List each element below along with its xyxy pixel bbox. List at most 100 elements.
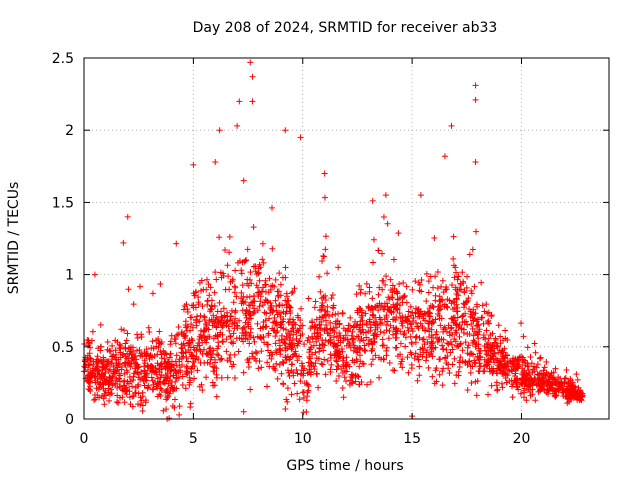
data-point <box>380 214 387 221</box>
data-point <box>186 379 193 386</box>
data-point <box>312 349 319 356</box>
data-point <box>228 339 235 346</box>
data-point <box>250 263 257 270</box>
data-point <box>148 374 155 381</box>
data-point <box>228 307 235 314</box>
data-point <box>263 310 270 317</box>
data-point <box>470 351 477 358</box>
data-point <box>386 306 393 313</box>
data-point <box>189 324 196 331</box>
data-point <box>196 342 203 349</box>
data-point <box>242 257 249 264</box>
data-point <box>188 321 195 328</box>
data-point <box>286 316 293 323</box>
data-point <box>322 246 329 253</box>
data-point <box>188 365 195 372</box>
data-point <box>440 345 447 352</box>
data-point <box>569 393 576 400</box>
data-point <box>574 392 581 399</box>
data-point <box>213 314 220 321</box>
data-point <box>226 286 233 293</box>
data-point <box>163 406 170 413</box>
data-point <box>129 403 136 410</box>
data-point <box>105 358 112 365</box>
data-point <box>414 313 421 320</box>
data-point <box>116 370 123 377</box>
data-point <box>436 371 443 378</box>
data-point <box>484 319 491 326</box>
data-point <box>439 382 446 389</box>
data-point <box>284 398 291 405</box>
data-point <box>105 367 112 374</box>
data-point <box>420 336 427 343</box>
data-point <box>355 333 362 340</box>
data-point <box>405 308 412 315</box>
data-point <box>399 314 406 321</box>
data-point <box>477 347 484 354</box>
data-point <box>545 390 552 397</box>
data-point <box>436 312 443 319</box>
data-point <box>250 334 257 341</box>
data-point <box>179 373 186 380</box>
data-point <box>517 320 524 327</box>
data-point <box>179 349 186 356</box>
data-point <box>533 364 540 371</box>
data-point <box>240 369 247 376</box>
data-point <box>338 365 345 372</box>
data-point <box>414 323 421 330</box>
data-point <box>300 394 307 401</box>
data-point <box>203 350 210 357</box>
data-point <box>343 359 350 366</box>
data-point <box>273 322 280 329</box>
data-point <box>285 319 292 326</box>
data-point <box>304 389 311 396</box>
data-point <box>394 290 401 297</box>
data-point <box>142 370 149 377</box>
data-point <box>537 370 544 377</box>
data-point <box>376 374 383 381</box>
data-point <box>250 293 257 300</box>
data-point <box>211 289 218 296</box>
data-point <box>267 304 274 311</box>
data-point <box>368 347 375 354</box>
data-point <box>474 303 481 310</box>
data-point <box>134 361 141 368</box>
data-point <box>213 371 220 378</box>
data-point <box>426 320 433 327</box>
data-point <box>84 375 91 382</box>
data-point <box>561 375 568 382</box>
data-point <box>383 300 390 307</box>
data-point <box>206 292 213 299</box>
data-point <box>239 307 246 314</box>
data-point <box>332 348 339 355</box>
data-point <box>433 328 440 335</box>
data-point <box>485 391 492 398</box>
data-point <box>460 300 467 307</box>
data-point <box>370 259 377 266</box>
data-point <box>334 342 341 349</box>
data-point <box>531 363 538 370</box>
data-point <box>437 302 444 309</box>
data-point <box>497 333 504 340</box>
data-point <box>227 333 234 340</box>
data-point <box>524 344 531 351</box>
data-point <box>210 347 217 354</box>
data-point <box>487 332 494 339</box>
data-point <box>173 374 180 381</box>
data-point <box>173 352 180 359</box>
data-point <box>342 332 349 339</box>
data-point <box>551 392 558 399</box>
data-point <box>485 335 492 342</box>
data-point <box>444 340 451 347</box>
data-point <box>231 320 238 327</box>
data-point <box>290 331 297 338</box>
data-point <box>156 369 163 376</box>
data-point <box>113 398 120 405</box>
data-point <box>171 336 178 343</box>
data-point <box>191 375 198 382</box>
data-point <box>223 348 230 355</box>
data-point <box>487 355 494 362</box>
data-point <box>130 393 137 400</box>
data-point <box>532 349 539 356</box>
data-point <box>492 336 499 343</box>
